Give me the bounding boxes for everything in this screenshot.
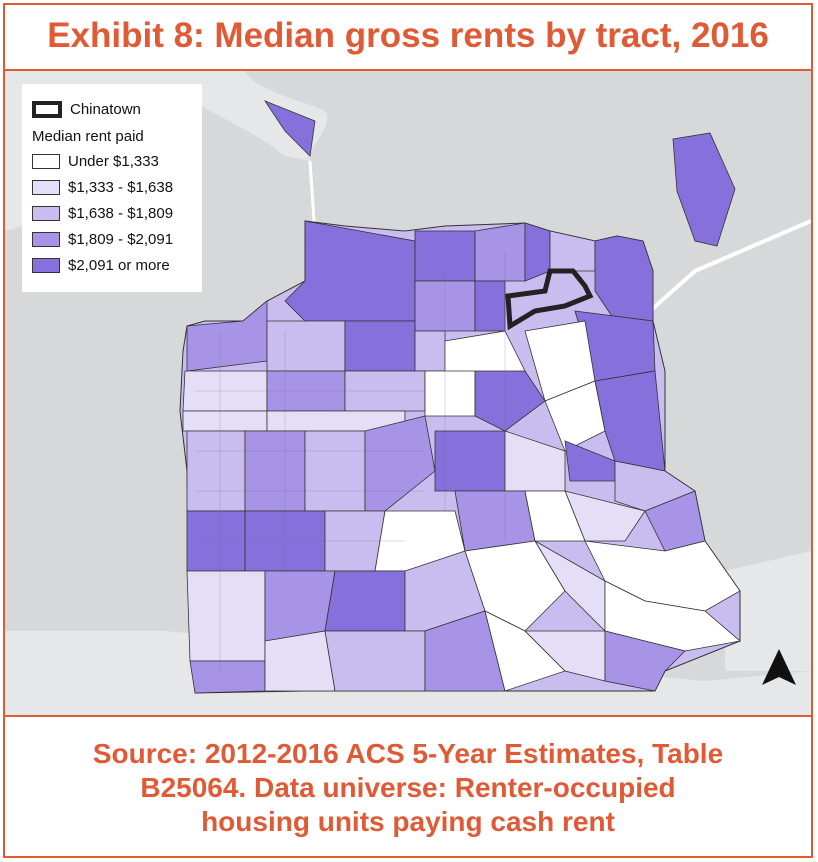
tract xyxy=(594,235,654,322)
tract xyxy=(324,630,426,692)
chinatown-outline xyxy=(505,268,594,331)
tract xyxy=(474,280,506,332)
title-bar: Exhibit 8: Median gross rents by tract, … xyxy=(3,3,813,71)
legend-chinatown-swatch xyxy=(32,100,62,118)
tract xyxy=(464,540,566,632)
tract-marin xyxy=(263,100,316,157)
tract xyxy=(186,430,246,512)
source-line-1: Source: 2012-2016 ACS 5-Year Estimates, … xyxy=(92,737,724,769)
tract xyxy=(189,660,266,694)
tracts xyxy=(182,220,741,694)
legend-heading: Median rent paid xyxy=(32,127,144,145)
tract xyxy=(414,330,446,372)
tract xyxy=(304,430,366,512)
tract xyxy=(186,300,268,372)
legend-swatch xyxy=(32,231,60,247)
tract xyxy=(424,370,476,417)
tract xyxy=(266,320,346,372)
source-bar: Source: 2012-2016 ACS 5-Year Estimates, … xyxy=(3,715,813,858)
tract xyxy=(549,230,596,272)
legend-swatch xyxy=(32,257,60,273)
legend-chinatown-row: Chinatown xyxy=(32,96,202,122)
legend-class-label: $1,638 - $1,809 xyxy=(68,204,174,222)
legend-class-row: $1,638 - $1,809 xyxy=(32,200,202,226)
legend-class-row: Under $1,333 xyxy=(32,148,202,174)
legend-class-row: $2,091 or more xyxy=(32,252,202,278)
legend-class-row: $1,809 - $2,091 xyxy=(32,226,202,252)
exhibit-title: Exhibit 8: Median gross rents by tract, … xyxy=(47,16,769,55)
tract xyxy=(474,370,546,432)
tract xyxy=(604,630,686,692)
tract xyxy=(324,570,406,632)
tract xyxy=(244,430,306,512)
legend-class-label: $1,809 - $2,091 xyxy=(68,230,174,248)
source-line-2: B25064. Data universe: Renter-occupied xyxy=(140,771,676,803)
land-east xyxy=(725,551,811,671)
tract xyxy=(344,320,416,372)
tract xyxy=(434,430,506,492)
exhibit-frame xyxy=(3,3,813,858)
map-legend: Chinatown Median rent paid Under $1,333 … xyxy=(22,84,202,292)
tract xyxy=(524,222,551,282)
north-arrow-icon xyxy=(760,647,798,692)
tract xyxy=(454,490,536,552)
tract xyxy=(264,630,336,692)
source-line-3: housing units paying cash rent xyxy=(201,805,615,837)
tract xyxy=(182,410,268,432)
legend-swatch xyxy=(32,205,60,221)
tract xyxy=(474,222,526,282)
legend-class-row: $1,333 - $1,638 xyxy=(32,174,202,200)
legend-class-label: $1,333 - $1,638 xyxy=(68,178,174,196)
legend-swatch xyxy=(32,179,60,195)
legend-class-label: Under $1,333 xyxy=(68,152,159,170)
legend-swatch xyxy=(32,153,60,169)
legend-chinatown-label: Chinatown xyxy=(70,100,141,118)
tract xyxy=(186,570,266,662)
tract-treasure-island xyxy=(672,132,736,247)
grid-lines xyxy=(195,251,506,671)
legend-class-label: $2,091 or more xyxy=(68,256,170,274)
